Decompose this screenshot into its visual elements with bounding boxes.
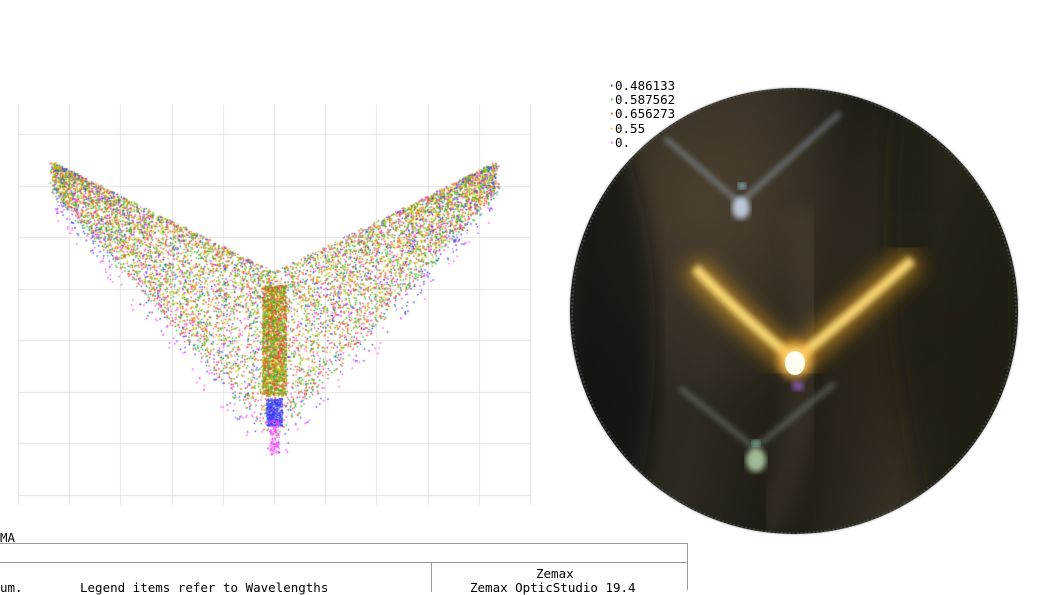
table-right-border: [687, 544, 688, 590]
table-column-divider: [431, 562, 432, 592]
legend-item: ·0.486133: [608, 78, 676, 93]
legend-label: 0.587562: [615, 92, 676, 108]
flare-image: [570, 88, 1018, 534]
spot-diagram-plot: [0, 0, 600, 520]
analysis-footer-table: um. Legend items refer to Wavelengths Ze…: [0, 543, 688, 595]
table-divider: [0, 562, 688, 563]
footer-left-fragment: um.: [0, 580, 23, 595]
footer-product: Zemax OpticStudio 19.4: [470, 580, 636, 595]
legend-marker-icon: ·: [608, 78, 616, 93]
footer-brand: Zemax: [536, 566, 574, 581]
legend-item: ·0.587562: [608, 93, 675, 107]
caption-fragment: MA: [0, 530, 16, 545]
legend-label: 0.656273: [615, 106, 676, 122]
footer-legend-note: Legend items refer to Wavelengths: [80, 580, 329, 595]
legend-label: 0.55: [615, 120, 646, 136]
lens-flare-photo: [570, 88, 1018, 534]
legend-marker-icon: ·: [608, 92, 616, 108]
legend-label: 0.486133: [615, 78, 676, 93]
